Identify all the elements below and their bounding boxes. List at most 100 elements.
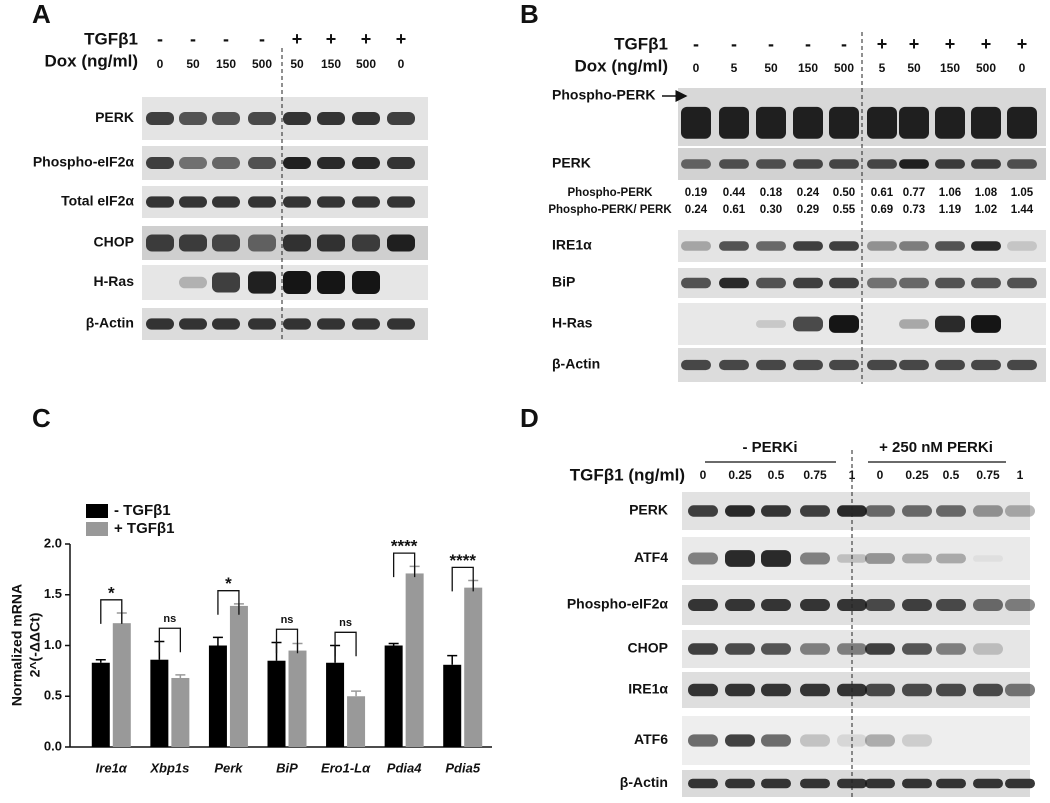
band — [681, 359, 711, 371]
band — [899, 106, 929, 139]
lane-label: 50 — [186, 57, 200, 71]
lane-label: + — [981, 34, 992, 54]
blot-label: PERK — [629, 502, 668, 518]
band — [865, 553, 895, 564]
band — [761, 599, 791, 611]
band — [317, 196, 345, 208]
band — [865, 505, 895, 517]
lane-label: - — [805, 34, 811, 54]
y-axis-label: Normalized mRNA — [9, 584, 25, 706]
significance-bracket — [100, 599, 123, 624]
error-bar — [212, 636, 223, 646]
error-bar — [447, 654, 458, 665]
band — [1007, 159, 1037, 169]
lane-label: - — [841, 34, 847, 54]
band — [829, 241, 859, 251]
y-tick-label: 2.0 — [44, 535, 62, 550]
band — [902, 553, 932, 564]
lane-label: - — [259, 29, 265, 49]
band — [688, 778, 718, 789]
band — [865, 734, 895, 747]
header-row-name: Dox (ng/ml) — [45, 51, 139, 70]
band — [761, 505, 791, 517]
band — [146, 112, 174, 125]
lane-label: 0.25 — [728, 468, 752, 482]
band — [935, 241, 965, 251]
band — [725, 599, 755, 611]
band — [902, 643, 932, 655]
band — [936, 599, 966, 611]
bar — [171, 677, 190, 747]
band — [725, 734, 755, 747]
band — [971, 241, 1001, 251]
band — [212, 234, 240, 252]
band — [829, 315, 859, 333]
bar — [347, 696, 366, 747]
lane-label: + — [1017, 34, 1028, 54]
significance-label: ns — [339, 617, 352, 629]
x-tick-label: Ero1-Lα — [321, 760, 371, 775]
band — [283, 112, 311, 125]
panel-label: A — [32, 0, 51, 29]
band — [829, 106, 859, 139]
lane-label: - — [190, 29, 196, 49]
band — [212, 272, 240, 293]
lane-label: 500 — [356, 57, 376, 71]
y-tick-label: 0.0 — [44, 738, 62, 753]
band — [899, 277, 929, 289]
x-tick-label: Pdia5 — [445, 760, 480, 775]
lane-label: 500 — [976, 61, 996, 75]
band — [973, 505, 1003, 517]
quant-value: 1.06 — [939, 187, 961, 199]
lane-label: 0 — [700, 468, 707, 482]
quant-name: Phospho-PERK — [568, 187, 654, 199]
bar — [91, 662, 110, 747]
lane-label: 500 — [834, 61, 854, 75]
lane-label: 150 — [216, 57, 236, 71]
band — [973, 643, 1003, 655]
band — [936, 683, 966, 697]
lane-label: 0 — [398, 57, 405, 71]
blot-label: CHOP — [628, 640, 668, 656]
band — [756, 277, 786, 289]
band — [688, 552, 718, 565]
quant-value: 0.73 — [903, 204, 925, 216]
legend-swatch — [86, 522, 108, 536]
band — [973, 683, 1003, 697]
band — [212, 318, 240, 330]
band — [283, 157, 311, 169]
blot-label: PERK — [552, 155, 591, 171]
band — [756, 359, 786, 371]
band — [725, 505, 755, 517]
band — [179, 112, 207, 125]
band — [352, 234, 380, 252]
band — [1007, 277, 1037, 289]
lane-label: 0.75 — [976, 468, 1000, 482]
band — [248, 318, 276, 330]
blot-label: H-Ras — [552, 315, 593, 331]
band — [761, 550, 791, 567]
band — [865, 643, 895, 655]
significance-label: * — [225, 574, 232, 593]
band — [179, 318, 207, 330]
band — [936, 505, 966, 517]
lane-label: 50 — [290, 57, 304, 71]
band — [867, 359, 897, 371]
lane-label: 1 — [849, 468, 856, 482]
band — [387, 234, 415, 252]
band — [756, 159, 786, 169]
legend-label: + TGFβ1 — [114, 520, 174, 537]
blot-label: IRE1α — [552, 237, 592, 253]
x-tick-label: Ire1α — [96, 760, 128, 775]
lane-label: 150 — [798, 61, 818, 75]
band — [317, 157, 345, 169]
quant-value: 0.61 — [723, 204, 746, 216]
band — [688, 643, 718, 655]
band — [935, 106, 965, 139]
lane-label: - — [731, 34, 737, 54]
lane-label: 0 — [157, 57, 164, 71]
group-label: + 250 nM PERKi — [879, 439, 993, 456]
band — [800, 778, 830, 789]
x-tick-label: Xbp1s — [149, 760, 189, 775]
